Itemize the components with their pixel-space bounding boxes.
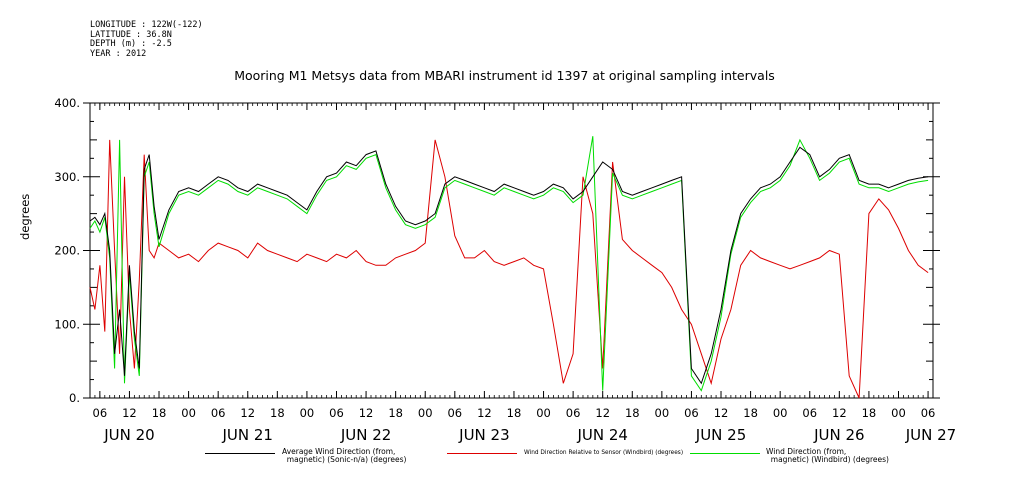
x-tick-label: 12 [240,406,255,420]
x-tick-label: 06 [329,406,344,420]
y-tick-label: 400. [54,96,80,110]
legend-label-direction: Wind Direction (from, magnetic) (Windbir… [766,447,889,464]
x-tick-label: 18 [152,406,167,420]
x-tick-label: 18 [388,406,403,420]
x-tick-label: 00 [773,406,788,420]
x-tick-label: 06 [93,406,108,420]
x-tick-label: 00 [536,406,551,420]
x-tick-label: 00 [300,406,315,420]
x-tick-label: 18 [743,406,758,420]
x-tick-label: 00 [181,406,196,420]
y-tick-label: 300. [54,170,80,184]
longitude-text: LONGITUDE : 122W(-122) [90,20,203,30]
series-avg-line [89,146,929,385]
y-tick-label: 200. [54,244,80,258]
x-tick-label: 00 [891,406,906,420]
year-text: YEAR : 2012 [90,48,147,59]
x-day-label: JUN 20 [103,426,154,444]
x-tick-label: 12 [832,406,847,420]
legend-swatch-direction [690,453,760,454]
x-tick-label: 06 [802,406,817,420]
legend-label-relative: Wind Direction Relative to Sensor (Windb… [524,450,684,456]
chart-title: Mooring M1 Metsys data from MBARI instru… [234,68,775,83]
x-tick-label: 18 [625,406,640,420]
x-tick-label: 18 [270,406,285,420]
x-tick-label: 06 [211,406,226,420]
x-tick-label: 00 [655,406,670,420]
x-tick-label: 18 [507,406,522,420]
x-tick-label: 12 [477,406,492,420]
x-tick-label: 00 [418,406,433,420]
x-tick-label: 18 [862,406,877,420]
y-tick-label: 100. [54,317,80,331]
x-tick-label: 12 [595,406,610,420]
x-tick-label: 06 [447,406,462,420]
x-tick-label: 06 [684,406,699,420]
x-day-label: JUN 25 [695,426,746,444]
series-relative-line [89,139,929,399]
x-tick-label: 12 [359,406,374,420]
x-day-label: JUN 22 [340,426,391,444]
x-day-label: JUN 24 [576,426,627,444]
series-direction-line [89,136,929,392]
x-tick-label: 12 [714,406,729,420]
x-day-label: JUN 23 [458,426,509,444]
x-day-label: JUN 21 [222,426,273,444]
legend-label-avg: Average Wind Direction (from, magnetic) … [282,447,407,464]
depth-text: DEPTH (m) : -2.5 [90,39,172,50]
metadata-block: LONGITUDE : 122W(-122) LATITUDE : 36.8N … [90,20,203,59]
x-tick-label: 06 [921,406,936,420]
plot-frame [89,102,934,399]
latitude-text: LATITUDE : 36.8N [90,29,172,40]
x-tick-label: 06 [566,406,581,420]
y-tick-label: 0. [69,391,80,405]
legend-swatch-avg [205,453,275,454]
x-day-label: JUN 27 [905,426,956,444]
x-tick-label: 12 [122,406,137,420]
x-day-label: JUN 26 [813,426,864,444]
legend-swatch-relative [447,453,517,454]
